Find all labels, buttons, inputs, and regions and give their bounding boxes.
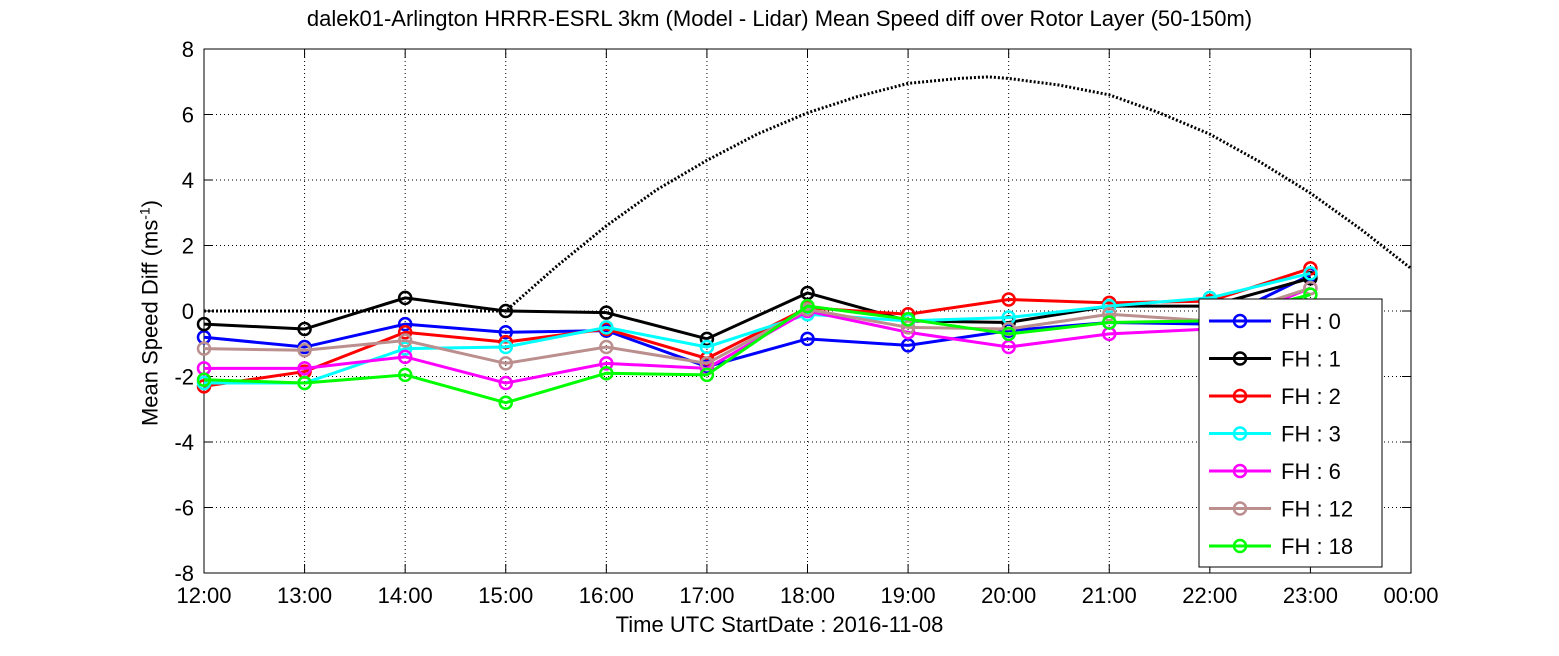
x-tick-label: 21:00	[1082, 583, 1137, 608]
legend-label: FH : 1	[1281, 347, 1341, 372]
legend-swatch-marker	[1232, 538, 1248, 554]
data-point	[498, 303, 513, 319]
data-point	[1303, 271, 1318, 286]
data-point	[599, 339, 614, 355]
legend-item: FH : 2	[1209, 384, 1341, 409]
legend-swatch-marker	[1232, 351, 1248, 366]
data-point	[699, 339, 715, 355]
y-axis-label-end: )	[137, 199, 163, 208]
data-point	[1001, 326, 1016, 342]
data-point	[599, 305, 614, 320]
data-point	[498, 395, 513, 410]
series-line	[203, 266, 1311, 388]
data-point	[397, 316, 413, 332]
legend-label: FH : 12	[1281, 497, 1353, 522]
data-point	[1102, 298, 1117, 314]
data-point	[196, 372, 212, 388]
data-point	[297, 361, 312, 376]
y-tick-label: 4	[182, 168, 194, 193]
data-point	[397, 325, 413, 340]
series-line	[203, 293, 1311, 405]
y-tick-label: 6	[182, 103, 194, 128]
x-tick-label: 20:00	[981, 583, 1036, 608]
y-axis-label: Mean Speed Diff (ms-1)	[136, 200, 163, 426]
data-point	[498, 356, 513, 371]
legend-swatch-marker	[1232, 463, 1248, 479]
x-tick-label: 18:00	[780, 583, 835, 608]
legend-swatch-marker	[1232, 426, 1248, 441]
x-tick-label: 22:00	[1182, 583, 1237, 608]
legend-item: FH : 1	[1209, 347, 1341, 372]
legend-swatch-marker	[1232, 501, 1248, 516]
legend-item: FH : 3	[1209, 422, 1341, 447]
y-tick-label: -2	[174, 365, 194, 390]
y-tick-label: 0	[182, 299, 194, 324]
x-tick-label: 00:00	[1383, 583, 1438, 608]
data-point	[498, 339, 513, 355]
data-point	[297, 375, 312, 391]
y-tick-label: -6	[174, 496, 194, 521]
legend-item: FH : 12	[1209, 497, 1353, 522]
data-point	[900, 320, 916, 335]
legend-label: FH : 0	[1281, 309, 1341, 334]
data-point	[196, 316, 212, 332]
legend-swatch-marker	[1232, 313, 1248, 329]
x-tick-label: 14:00	[378, 583, 433, 608]
data-point	[800, 298, 815, 314]
x-tick-label: 15:00	[478, 583, 533, 608]
data-point	[297, 343, 312, 358]
data-point	[900, 311, 916, 327]
data-point	[800, 331, 815, 347]
series-fh-18	[196, 287, 1318, 410]
data-point	[397, 349, 413, 365]
series-line	[203, 286, 1311, 365]
legend-label: FH : 2	[1281, 384, 1341, 409]
data-point	[297, 321, 312, 337]
data-point	[1102, 307, 1117, 322]
data-point	[498, 325, 513, 340]
data-point	[498, 375, 513, 391]
chart-title: dalek01-Arlington HRRR-ESRL 3km (Model -…	[306, 6, 1253, 31]
x-axis-label: Time UTC StartDate : 2016-11-08	[615, 612, 944, 637]
y-axis-label-unit-exponent: -1	[136, 207, 153, 220]
data-point	[397, 341, 413, 356]
data-point	[196, 341, 212, 356]
legend-item: FH : 0	[1209, 309, 1341, 334]
x-tick-label: 17:00	[679, 583, 734, 608]
data-point	[1001, 292, 1016, 307]
reference-curve	[204, 75, 1412, 313]
legend-label: FH : 18	[1281, 534, 1353, 559]
data-point	[699, 331, 715, 347]
y-tick-label: 2	[182, 234, 194, 259]
legend-swatch-marker	[1232, 388, 1248, 404]
y-axis-label-main: Mean Speed Diff (ms	[137, 219, 163, 427]
data-point	[397, 290, 413, 306]
data-point	[699, 367, 715, 383]
data-point	[599, 356, 614, 371]
y-tick-label: -4	[174, 430, 194, 455]
data-point	[599, 365, 614, 381]
x-tick-label: 16:00	[579, 583, 634, 608]
data-point	[1303, 280, 1318, 296]
data-point	[397, 333, 413, 348]
x-tick-label: 23:00	[1283, 583, 1338, 608]
legend-label: FH : 3	[1281, 422, 1341, 447]
legend-label: FH : 6	[1281, 459, 1341, 484]
legend-item: FH : 18	[1209, 534, 1353, 559]
y-tick-label: 8	[182, 37, 194, 62]
x-tick-label: 13:00	[277, 583, 332, 608]
data-point	[1303, 266, 1318, 281]
y-tick-label: -8	[174, 561, 194, 586]
data-point	[1102, 315, 1117, 330]
legend: FH : 0 FH : 1 FH : 2 FH : 3 FH : 6 FH : 12 FH …	[1198, 298, 1383, 568]
legend-item: FH : 6	[1209, 459, 1341, 484]
series-line	[204, 271, 1311, 385]
data-point	[599, 320, 614, 335]
x-tick-label: 19:00	[881, 583, 936, 608]
data-point	[397, 367, 413, 383]
x-tick-label: 12:00	[176, 583, 231, 608]
